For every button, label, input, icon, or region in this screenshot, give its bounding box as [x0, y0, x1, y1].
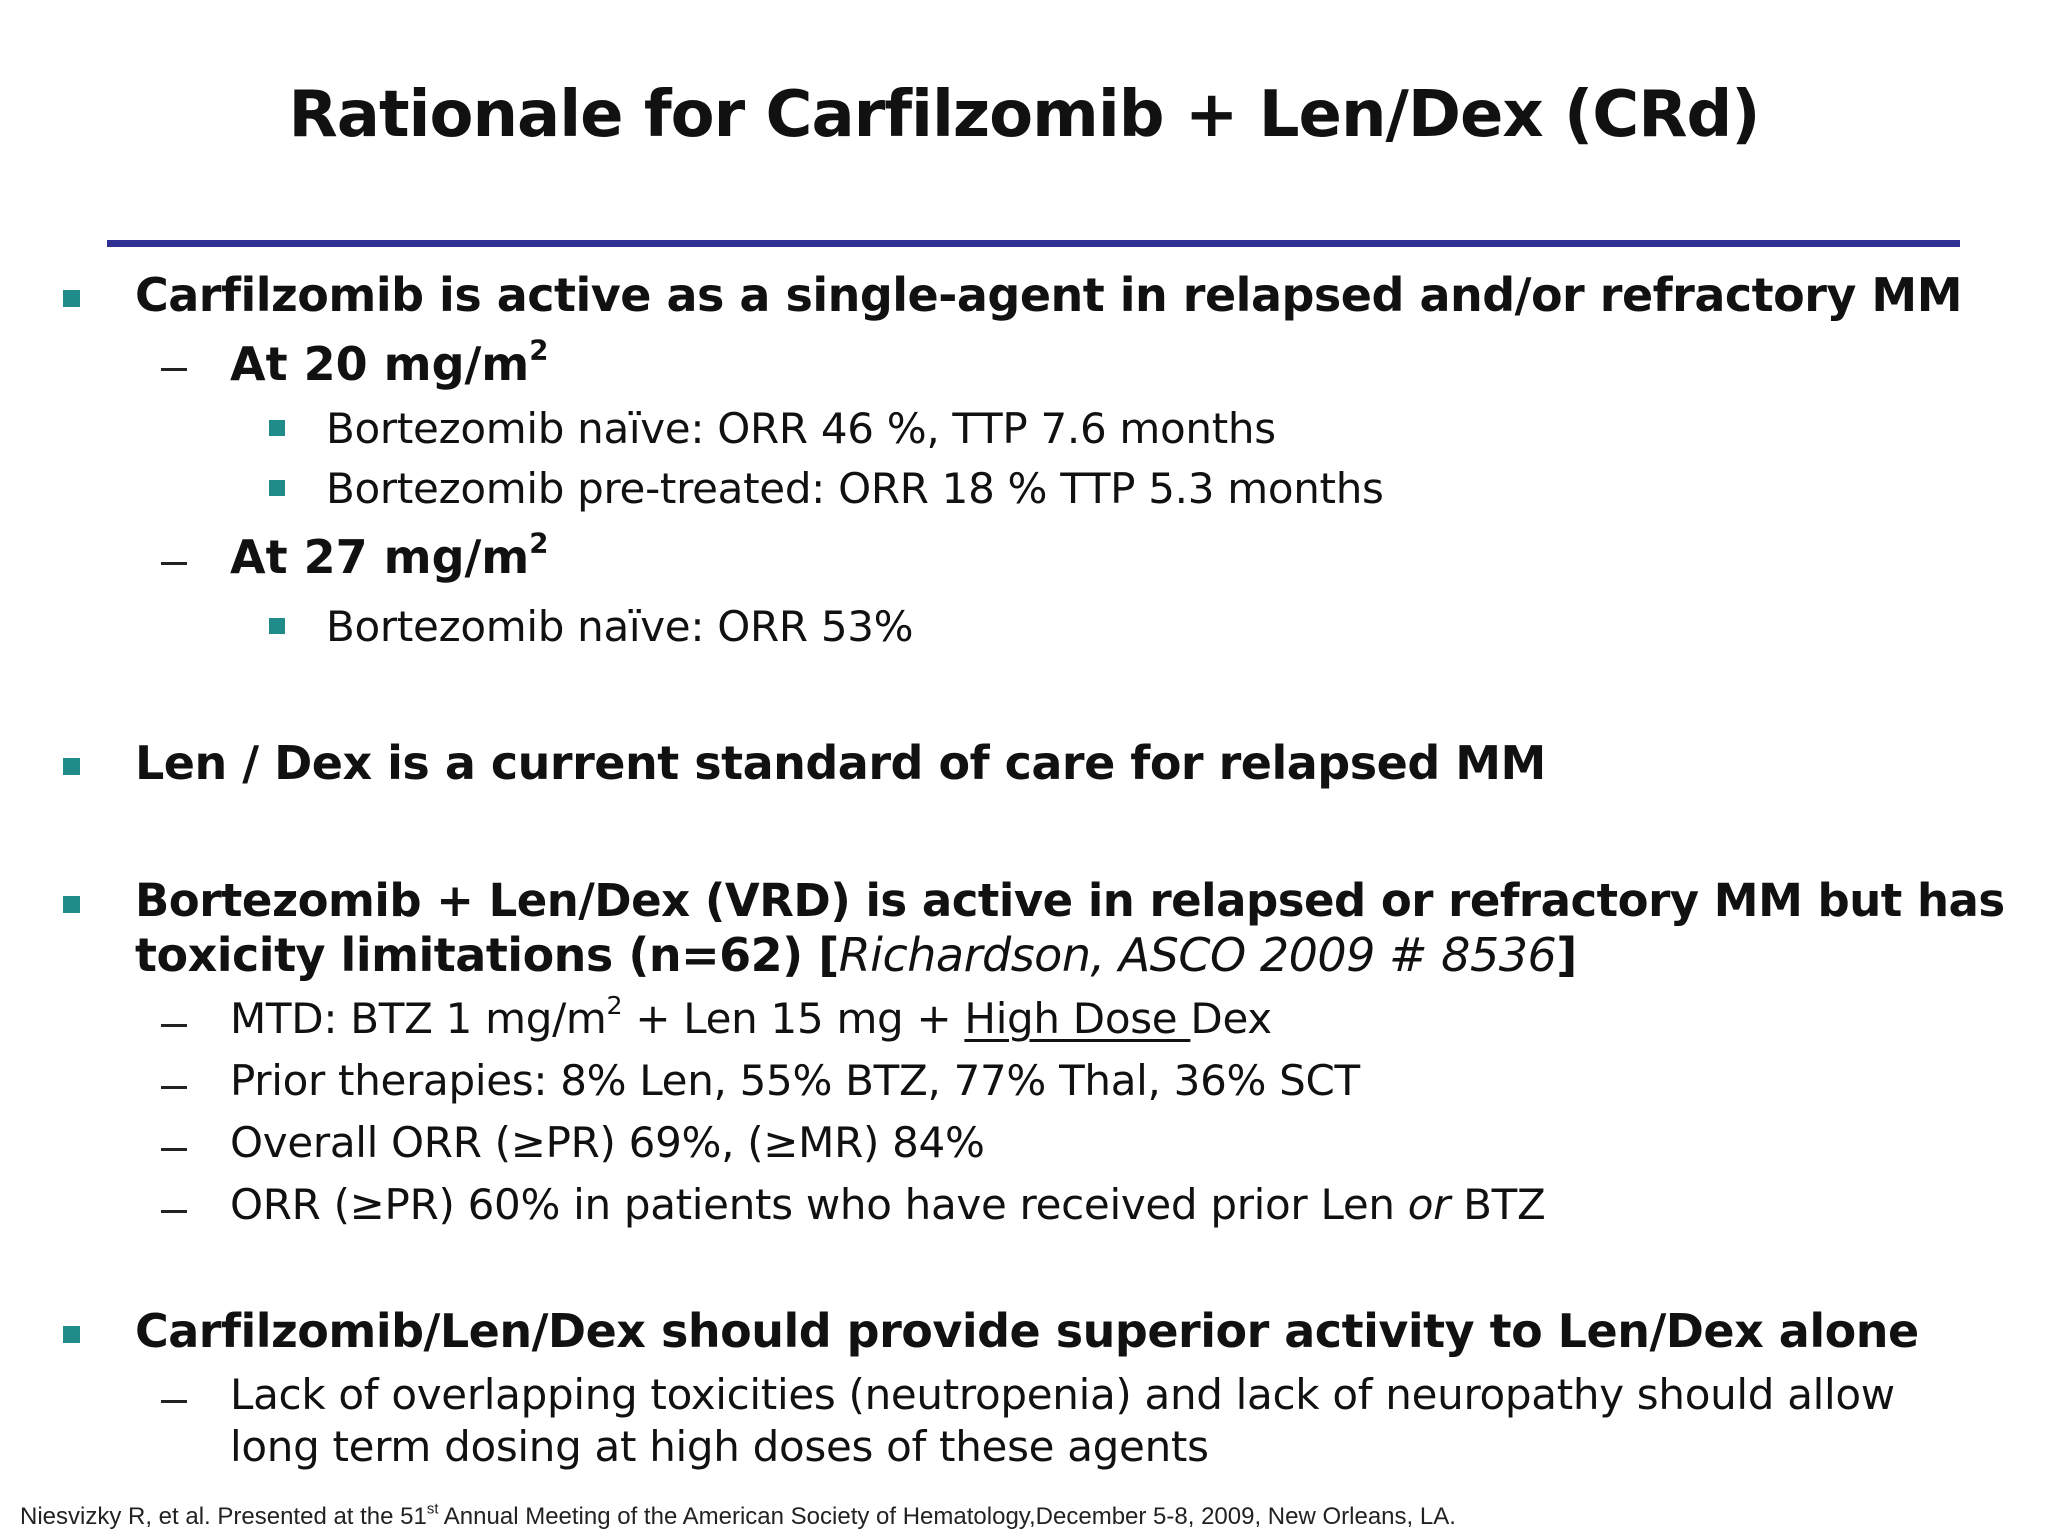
dose-20-text: At 20 mg/m	[230, 337, 530, 391]
dash-bullet-icon	[161, 1086, 187, 1089]
dash-bullet-icon	[161, 1400, 187, 1403]
dash-bullet-icon	[161, 1024, 187, 1027]
footer-prefix: Niesvizky R, et al. Presented at the 51	[20, 1503, 427, 1530]
square-bullet-icon	[269, 618, 285, 634]
dash-bullet-icon	[161, 1148, 187, 1151]
dose-20-sup: 2	[529, 333, 549, 367]
subbullet-20mg: At 20 mg/m2	[230, 336, 548, 391]
orr-or: or	[1407, 1180, 1451, 1229]
mtd-mid: + Len 15 mg +	[622, 994, 965, 1043]
dash-bullet-icon	[161, 562, 187, 565]
bullet-carfilzomib-active: Carfilzomib is active as a single-agent …	[135, 268, 1962, 322]
mtd-suffix: Dex	[1190, 994, 1272, 1043]
square-bullet-icon	[269, 480, 285, 496]
dose-27-sup: 2	[529, 526, 549, 560]
subbullet-prior-therapies: Prior therapies: 8% Len, 55% BTZ, 77% Th…	[230, 1056, 1360, 1105]
mtd-prefix: MTD: BTZ 1 mg/m	[230, 994, 607, 1043]
bullet-crd-superior: Carfilzomib/Len/Dex should provide super…	[135, 1304, 1919, 1358]
mtd-high-dose: High Dose	[964, 994, 1191, 1043]
square-bullet-icon	[63, 290, 80, 307]
footer-suffix: Annual Meeting of the American Society o…	[438, 1503, 1456, 1530]
bullet-len-dex-standard: Len / Dex is a current standard of care …	[135, 736, 1546, 790]
subbullet-mtd: MTD: BTZ 1 mg/m2 + Len 15 mg + High Dose…	[230, 991, 1272, 1043]
item-btz-naive-20: Bortezomib naïve: ORR 46 %, TTP 7.6 mont…	[326, 404, 1276, 453]
vrd-bracket: ]	[1556, 928, 1577, 982]
subbullet-overall-orr: Overall ORR (≥PR) 69%, (≥MR) 84%	[230, 1118, 985, 1167]
slide-title: Rationale for Carfilzomib + Len/Dex (CRd…	[288, 78, 1760, 152]
title-divider	[107, 240, 1960, 247]
subbullet-toxicity-line1: Lack of overlapping toxicities (neutrope…	[230, 1370, 1895, 1419]
item-btz-naive-27: Bortezomib naïve: ORR 53%	[326, 602, 914, 651]
orr-prefix: ORR (≥PR) 60% in patients who have recei…	[230, 1180, 1408, 1229]
square-bullet-icon	[63, 1326, 80, 1343]
square-bullet-icon	[63, 758, 80, 775]
bullet-vrd-line2: toxicity limitations (n=62) [Richardson,…	[135, 928, 1577, 982]
footer-citation: Niesvizky R, et al. Presented at the 51s…	[20, 1501, 1456, 1531]
orr-suffix: BTZ	[1450, 1180, 1546, 1229]
square-bullet-icon	[63, 896, 80, 913]
dash-bullet-icon	[161, 368, 187, 371]
dash-bullet-icon	[161, 1210, 187, 1213]
item-btz-pretreated-20: Bortezomib pre-treated: ORR 18 % TTP 5.3…	[326, 464, 1384, 513]
bullet-vrd-line1: Bortezomib + Len/Dex (VRD) is active in …	[135, 874, 2005, 927]
dose-27-text: At 27 mg/m	[230, 530, 530, 584]
subbullet-toxicity-line2: long term dosing at high doses of these …	[230, 1422, 1209, 1471]
square-bullet-icon	[269, 420, 285, 436]
vrd-citation: Richardson, ASCO 2009 # 8536	[838, 928, 1557, 982]
subbullet-orr-prior: ORR (≥PR) 60% in patients who have recei…	[230, 1180, 1546, 1229]
footer-sup: st	[426, 1501, 439, 1518]
subbullet-27mg: At 27 mg/m2	[230, 529, 548, 584]
mtd-sup: 2	[606, 991, 623, 1021]
vrd-toxicity-text: toxicity limitations (n=62) [	[135, 928, 839, 982]
